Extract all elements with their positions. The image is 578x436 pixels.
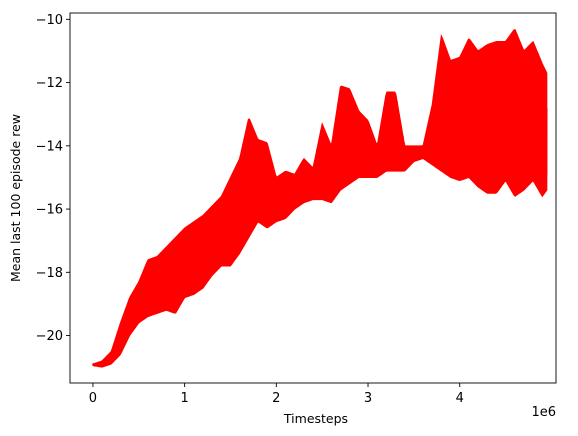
series-layer [92,28,548,368]
series-line [92,37,548,368]
axes-frame [69,12,557,384]
y-tick-label: −10 [36,13,63,28]
y-tick-label: −16 [36,203,63,218]
y-axis: −20 −18 −16 −14 −12 −10 [36,13,70,344]
x-axis-label: Timesteps [283,411,348,426]
x-axis: 0 1 2 3 4 [89,383,464,406]
y-tick-label: −12 [36,76,63,91]
y-tick-label: −14 [36,139,63,154]
x-tick-label: 1 [180,391,188,406]
y-tick-label: −18 [36,266,63,281]
x-tick-label: 2 [272,391,280,406]
x-axis-offset-label: 1e6 [531,405,556,420]
x-tick-label: 3 [364,391,372,406]
plot-area [92,28,548,368]
y-axis-label: Mean last 100 episode rew [8,114,23,282]
x-tick-label: 0 [89,391,97,406]
y-tick-label: −20 [36,329,63,344]
x-tick-label: 4 [456,391,464,406]
